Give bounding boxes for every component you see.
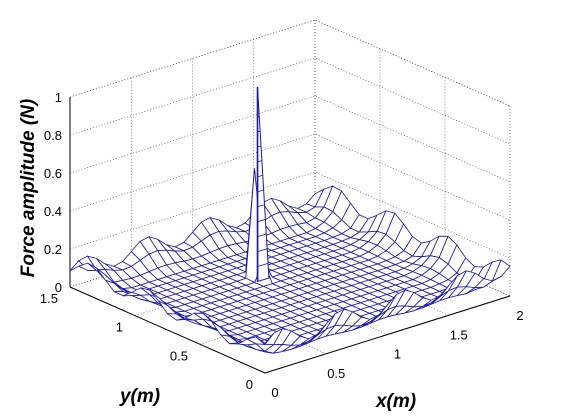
peak-spike	[257, 130, 261, 133]
peak-spike	[257, 116, 260, 118]
peak-spike	[257, 218, 266, 223]
tick-label: 0	[271, 385, 278, 400]
peak-spike	[257, 145, 262, 148]
surface-mesh	[69, 87, 511, 354]
peak-spike	[257, 248, 268, 252]
x-axis-label: x(m)	[375, 391, 416, 412]
x-axis-line	[264, 295, 511, 374]
tick-label: 0.2	[44, 242, 62, 257]
tick-label: 0	[55, 280, 62, 295]
peak-spike	[257, 87, 270, 283]
peak-spike	[257, 189, 264, 193]
tick-label: 2	[516, 308, 523, 323]
y-axis-label: y(m)	[119, 386, 160, 407]
tick-label: 0	[246, 377, 253, 392]
grid-line	[69, 19, 511, 107]
tick-label: 0.5	[327, 366, 345, 381]
tick-label: 1	[394, 347, 401, 362]
grid-line	[69, 57, 511, 145]
z-axis-label: Force amplitude (N)	[18, 99, 39, 277]
surface-patch	[255, 332, 275, 345]
peak-spike	[257, 174, 263, 178]
peak-spike	[257, 233, 267, 238]
tick-label: 0.6	[44, 166, 62, 181]
peak-spike	[257, 160, 262, 163]
tick-label: 1.5	[450, 327, 468, 342]
axes	[69, 97, 511, 374]
tick-label: 0.4	[44, 204, 62, 219]
peak-spike	[257, 262, 269, 267]
tick-label: 1.5	[40, 291, 58, 306]
grid-line	[69, 95, 511, 183]
tick-label: 1	[55, 90, 62, 105]
tick-label: 1	[116, 320, 123, 335]
tick-label: 0.8	[44, 128, 62, 143]
grid-line	[69, 19, 511, 107]
y-axis-line	[69, 286, 266, 374]
peak-spike	[257, 204, 265, 208]
tick-label: 0.5	[170, 348, 188, 363]
